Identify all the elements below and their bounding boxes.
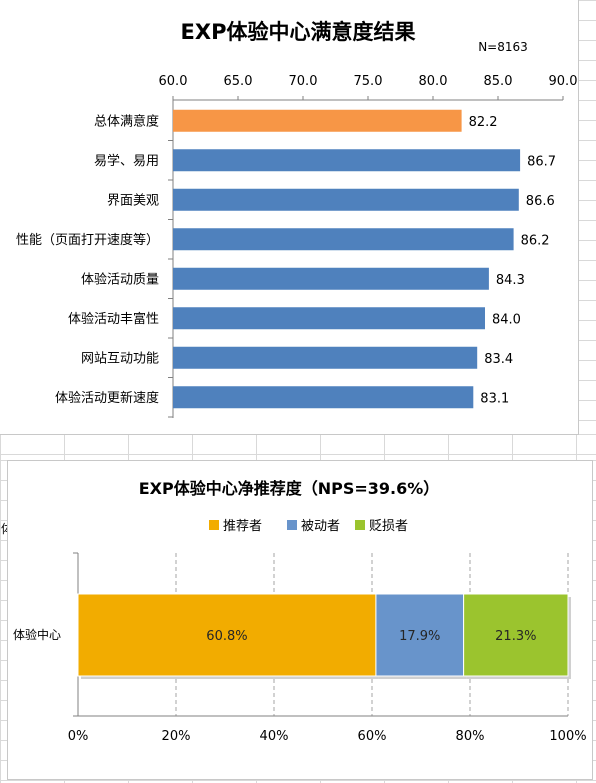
data-label: 84.0 bbox=[492, 312, 521, 327]
bar[interactable] bbox=[173, 188, 519, 211]
sample-size-note: N=8163 bbox=[478, 40, 528, 54]
bar[interactable] bbox=[173, 228, 514, 251]
legend-swatch bbox=[287, 520, 297, 530]
x-tick-label: 85.0 bbox=[484, 74, 513, 89]
bar[interactable] bbox=[173, 109, 462, 132]
data-label: 86.2 bbox=[521, 233, 550, 248]
category-label: 易学、易用 bbox=[94, 153, 159, 169]
data-label: 82.2 bbox=[469, 115, 498, 130]
stacked-bar-segment[interactable] bbox=[375, 593, 465, 677]
data-label: 83.1 bbox=[480, 391, 509, 406]
category-label: 体验活动质量 bbox=[81, 271, 159, 287]
bar[interactable] bbox=[173, 307, 485, 330]
nps-chart[interactable]: EXP体验中心净推荐度（NPS=39.6%） 推荐者 被动者 贬损者 60.8% 17… bbox=[7, 460, 593, 780]
x-tick-label: 40% bbox=[260, 729, 289, 744]
x-tick-label: 80.0 bbox=[419, 74, 448, 89]
satisfaction-chart[interactable]: EXP体验中心满意度结果 N=8163 60.0 65.0 70.0 75.0 80.0… bbox=[0, 0, 579, 435]
category-label: 性能（页面打开速度等） bbox=[16, 232, 159, 248]
data-label: 83.4 bbox=[484, 352, 513, 367]
x-tick-label: 100% bbox=[549, 729, 586, 744]
data-label: 21.3% bbox=[495, 629, 536, 644]
bar[interactable] bbox=[173, 149, 521, 172]
legend-label: 贬损者 bbox=[369, 519, 408, 534]
chart-title: EXP体验中心净推荐度（NPS=39.6%） bbox=[139, 479, 440, 498]
x-tick-label: 0% bbox=[68, 729, 89, 744]
bar[interactable] bbox=[173, 386, 474, 409]
category-label: 体验中心 bbox=[13, 627, 61, 642]
legend-swatch bbox=[209, 520, 219, 530]
data-label: 86.6 bbox=[526, 194, 555, 209]
legend-label: 被动者 bbox=[301, 519, 340, 534]
category-label: 网站互动功能 bbox=[81, 351, 159, 366]
stacked-bar-segment[interactable] bbox=[77, 593, 377, 677]
category-label: 界面美观 bbox=[107, 193, 159, 208]
legend-swatch bbox=[355, 520, 365, 530]
data-label: 60.8% bbox=[206, 629, 247, 644]
data-label: 86.7 bbox=[527, 154, 556, 169]
category-label: 体验活动更新速度 bbox=[55, 390, 159, 406]
x-tick-label: 60.0 bbox=[159, 74, 188, 89]
legend-label: 推荐者 bbox=[223, 519, 262, 534]
x-tick-label: 20% bbox=[162, 729, 191, 744]
nps-chart-svg: EXP体验中心净推荐度（NPS=39.6%） 推荐者 被动者 贬损者 60.8% 17… bbox=[13, 479, 587, 744]
data-label: 17.9% bbox=[399, 629, 440, 644]
bar[interactable] bbox=[173, 267, 489, 290]
category-label: 总体满意度 bbox=[94, 113, 159, 129]
satisfaction-chart-svg: EXP体验中心满意度结果 N=8163 60.0 65.0 70.0 75.0 80.0… bbox=[16, 20, 578, 418]
x-tick-label: 80% bbox=[456, 729, 485, 744]
x-tick-label: 75.0 bbox=[354, 74, 383, 89]
x-tick-label: 70.0 bbox=[289, 74, 318, 89]
bar[interactable] bbox=[173, 346, 478, 369]
data-label: 84.3 bbox=[496, 273, 525, 288]
stacked-bar-segment[interactable] bbox=[463, 593, 569, 677]
category-label: 体验活动丰富性 bbox=[68, 311, 159, 327]
x-tick-label: 65.0 bbox=[224, 74, 253, 89]
chart-title: EXP体验中心满意度结果 bbox=[181, 20, 416, 44]
x-tick-label: 60% bbox=[358, 729, 387, 744]
x-tick-label: 90.0 bbox=[549, 74, 578, 89]
